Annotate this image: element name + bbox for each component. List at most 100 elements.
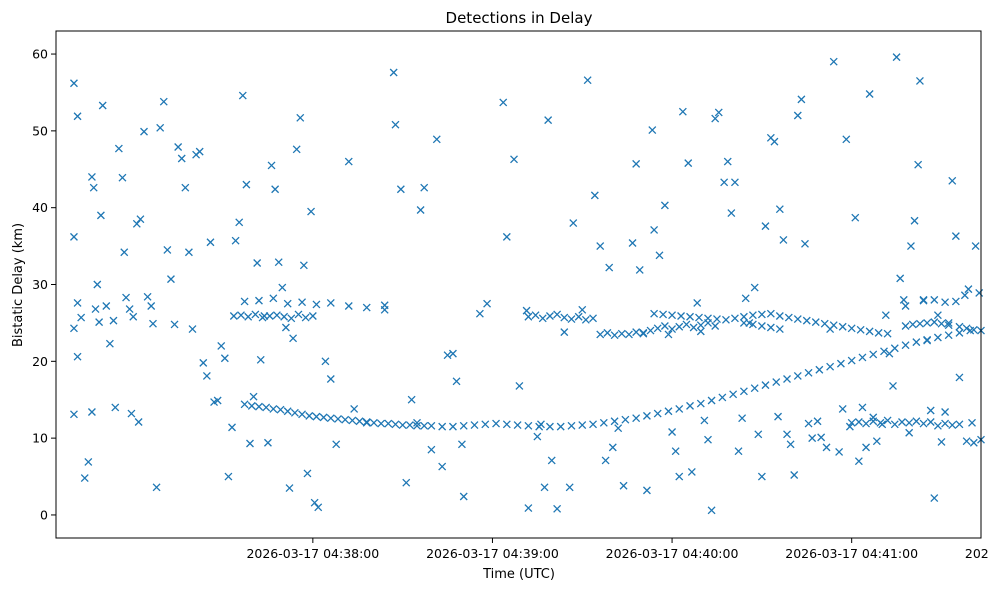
data-point <box>757 472 766 481</box>
data-point <box>237 311 245 320</box>
data-point <box>919 295 928 304</box>
data-point <box>696 399 705 408</box>
data-point <box>713 315 721 324</box>
data-point <box>314 503 323 512</box>
data-point <box>797 95 806 104</box>
data-point <box>287 314 296 323</box>
data-point <box>856 325 865 334</box>
data-point <box>696 321 705 330</box>
data-point <box>660 201 669 210</box>
data-point <box>213 396 222 405</box>
data-point <box>933 333 942 342</box>
data-point <box>457 440 466 449</box>
data-point <box>556 422 565 431</box>
data-point <box>874 328 883 337</box>
data-point <box>188 325 197 334</box>
data-point <box>668 428 677 436</box>
data-point <box>865 90 874 98</box>
data-point <box>326 298 335 307</box>
data-point <box>646 326 655 335</box>
data-point <box>739 387 748 396</box>
data-point <box>292 145 301 154</box>
data-point <box>589 314 597 323</box>
data-point <box>610 417 619 426</box>
data-point <box>438 422 447 431</box>
data-point <box>377 419 386 428</box>
data-point <box>912 338 921 347</box>
data-point <box>502 232 511 241</box>
data-point <box>754 430 763 439</box>
data-point <box>405 421 414 430</box>
data-point <box>432 135 441 144</box>
data-point <box>299 261 308 270</box>
data-point <box>583 76 592 85</box>
data-point <box>391 120 400 129</box>
data-point <box>910 216 919 225</box>
data-point <box>420 421 429 430</box>
data-point <box>321 357 330 366</box>
data-point <box>838 404 847 413</box>
data-point <box>140 127 148 136</box>
data-point <box>671 447 680 456</box>
data-point <box>398 421 407 430</box>
data-point <box>522 306 531 315</box>
data-point <box>605 263 614 272</box>
data-point <box>312 412 321 421</box>
data-point <box>560 328 569 337</box>
data-point <box>721 315 730 324</box>
data-point <box>560 313 569 322</box>
data-point <box>420 183 429 192</box>
data-point <box>915 319 924 328</box>
data-point <box>255 296 263 305</box>
data-point <box>269 294 278 303</box>
data-point <box>905 428 914 437</box>
data-point <box>553 504 562 513</box>
data-point <box>120 248 129 257</box>
data-point <box>955 328 964 337</box>
data-point <box>448 349 457 358</box>
data-point <box>761 222 770 231</box>
data-point <box>93 280 102 289</box>
data-point <box>880 347 888 356</box>
data-point <box>619 481 628 490</box>
data-point <box>817 433 826 442</box>
data-point <box>944 331 953 340</box>
data-point <box>614 424 623 433</box>
data-point <box>143 292 152 301</box>
data-point <box>87 408 96 416</box>
data-point <box>718 393 727 402</box>
data-point <box>969 438 978 447</box>
data-point <box>269 404 278 413</box>
data-point <box>590 191 599 200</box>
data-point <box>775 205 784 214</box>
y-tick-label: 60 <box>32 47 48 62</box>
data-point <box>632 414 641 423</box>
data-point <box>711 322 720 330</box>
data-point <box>851 213 860 222</box>
data-point <box>70 79 78 88</box>
data-point <box>524 504 533 513</box>
data-point <box>741 294 750 303</box>
data-point <box>362 303 371 312</box>
data-point <box>704 435 712 444</box>
data-point <box>89 183 98 192</box>
data-point <box>276 405 285 414</box>
data-point <box>802 316 811 325</box>
data-point <box>195 147 204 156</box>
data-point <box>262 403 271 412</box>
plot-area <box>70 53 985 515</box>
data-point <box>217 341 226 350</box>
data-point <box>784 313 793 322</box>
data-point <box>380 305 389 314</box>
y-tick-label: 20 <box>32 354 48 369</box>
data-point <box>804 419 813 428</box>
data-point <box>750 384 759 393</box>
data-point <box>971 242 980 251</box>
data-point <box>761 381 770 390</box>
data-point <box>730 178 739 187</box>
data-point <box>533 432 542 441</box>
data-point <box>589 420 597 429</box>
data-point <box>334 414 342 423</box>
data-point <box>901 341 910 350</box>
